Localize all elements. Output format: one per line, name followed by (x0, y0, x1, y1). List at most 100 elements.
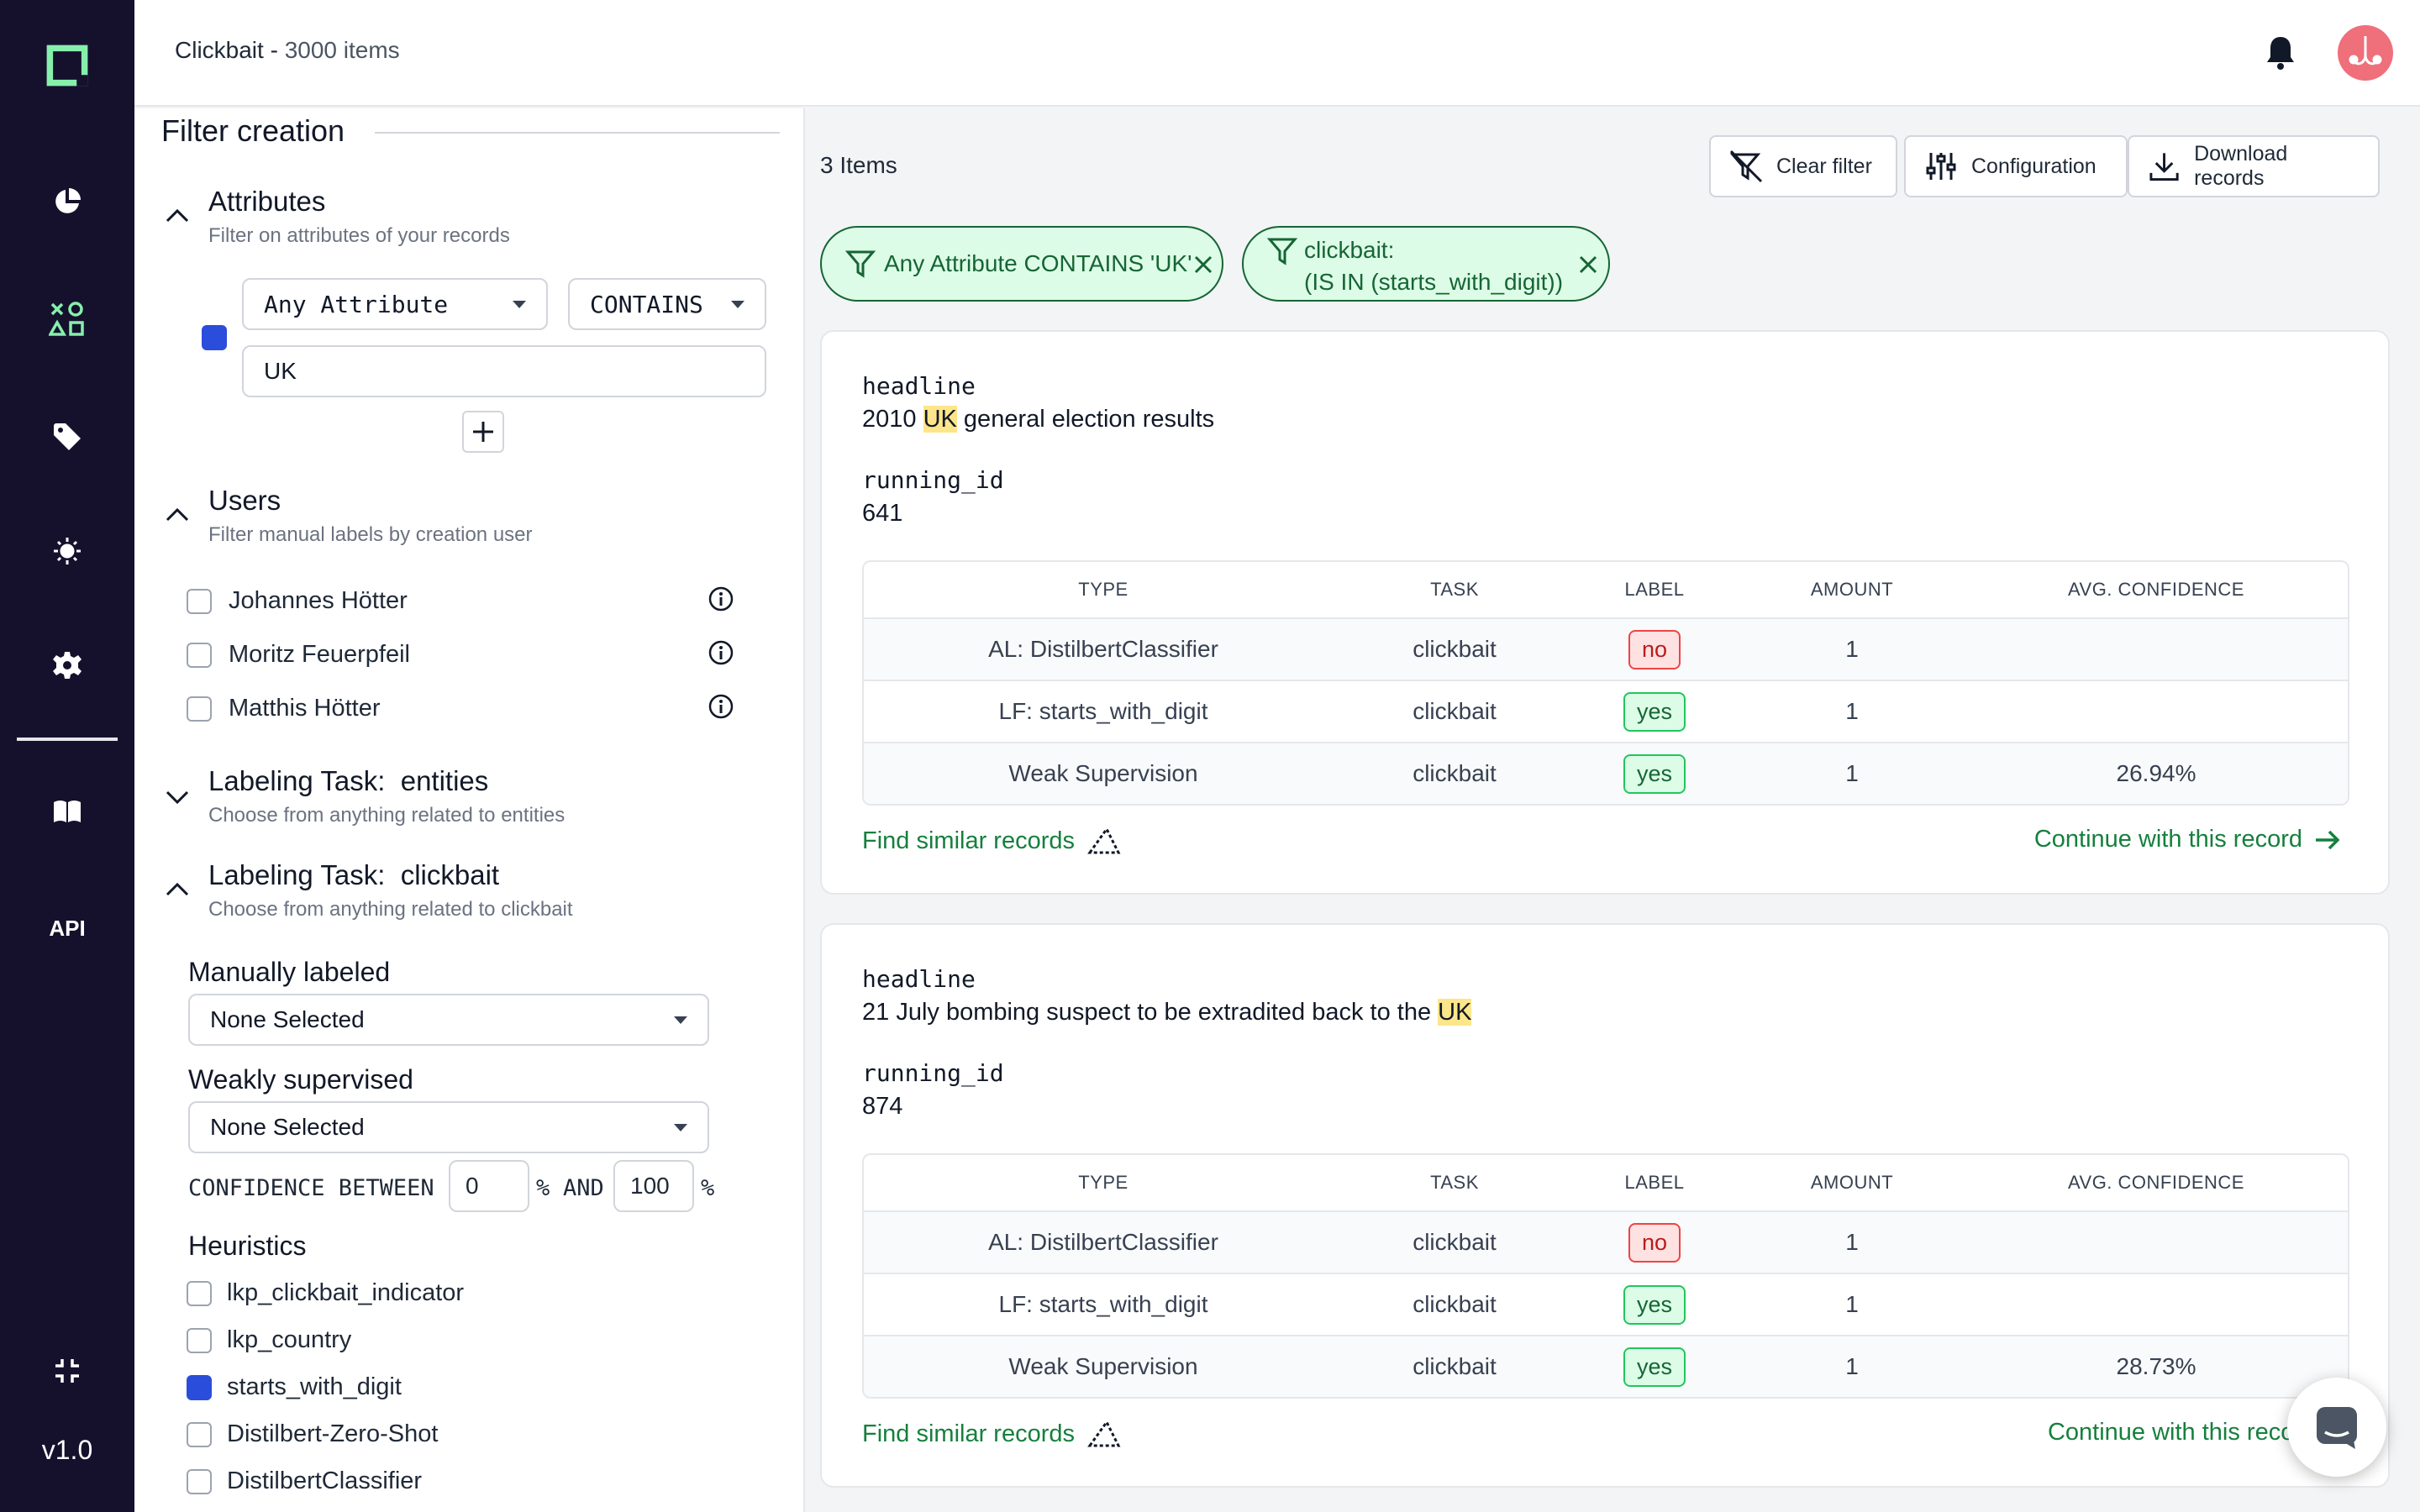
configuration-button[interactable]: Configuration (1904, 135, 2128, 197)
row-amount: 1 (1845, 1229, 1859, 1255)
attribute-value-input[interactable]: UK (242, 345, 766, 397)
task-entities-title[interactable]: Labeling Task: entities (208, 765, 489, 796)
users-section-subtitle: Filter manual labels by creation user (208, 523, 533, 546)
project-item-count: 3000 items (284, 37, 400, 63)
record-card: headline 2010 UK general election results… (820, 330, 2390, 895)
confidence-and: AND (563, 1175, 604, 1201)
table-row: LF: starts_with_digit clickbait yes 1 (864, 1273, 2348, 1335)
avatar-icon[interactable] (2338, 25, 2393, 81)
row-amount: 1 (1845, 1353, 1859, 1379)
table-row: Weak Supervision clickbait yes 1 26.94% (864, 742, 2348, 804)
pie-chart-icon[interactable] (42, 176, 92, 227)
add-filter-button[interactable] (462, 411, 504, 453)
heuristic-name: starts_with_digit (227, 1373, 402, 1400)
row-type: AL: DistilbertClassifier (988, 1229, 1218, 1255)
row-label: yes (1566, 1274, 1743, 1335)
bell-icon[interactable] (2265, 35, 2296, 75)
row-type: LF: starts_with_digit (998, 1291, 1208, 1317)
row-task: clickbait (1413, 1229, 1497, 1255)
filter-chip[interactable]: clickbait: (IS IN (starts_with_digit)) (1242, 226, 1610, 302)
label-table: TYPE TASK LABEL AMOUNT AVG. CONFIDENCE AL: Di… (862, 1153, 2349, 1399)
manually-labeled-label: Manually labeled (188, 957, 391, 987)
plus-icon (473, 422, 493, 442)
heuristic-name: Distilbert-Zero-Shot (227, 1420, 439, 1447)
running-id-value: 641 (862, 500, 903, 527)
find-similar-link[interactable]: Find similar records (862, 1419, 1122, 1449)
heuristic-checkbox[interactable] (187, 1422, 212, 1447)
chevron-up-icon[interactable] (165, 507, 190, 528)
weakly-supervised-value: None Selected (210, 1114, 365, 1140)
filter-chip[interactable]: Any Attribute CONTAINS 'UK' (820, 226, 1223, 302)
row-type: Weak Supervision (1008, 760, 1198, 786)
table-header: TYPE TASK LABEL AMOUNT AVG. CONFIDENCE (864, 1155, 2348, 1210)
user-name: Johannes Hötter (229, 587, 408, 614)
users-section-title[interactable]: Users (208, 485, 281, 516)
heuristic-checkbox[interactable] (187, 1328, 212, 1353)
row-type: Weak Supervision (1008, 1353, 1198, 1379)
api-link[interactable]: API (49, 916, 86, 941)
logo-icon[interactable] (42, 40, 92, 91)
triangle-ruler-icon (1087, 1420, 1121, 1447)
lightbulb-icon[interactable] (42, 526, 92, 576)
operator-select-value: CONTAINS (590, 290, 703, 318)
gear-icon[interactable] (42, 640, 92, 690)
heuristic-checkbox[interactable] (187, 1281, 212, 1306)
heuristic-checkbox[interactable] (187, 1375, 212, 1400)
tag-icon[interactable] (42, 412, 92, 462)
heuristic-name: lkp_clickbait_indicator (227, 1279, 465, 1306)
field-name: headline (862, 965, 976, 993)
operator-select[interactable]: CONTAINS (568, 278, 766, 330)
headline-text: 2010 (862, 406, 923, 433)
collapse-icon[interactable] (42, 1346, 92, 1396)
label-badge: yes (1623, 753, 1686, 794)
heuristic-checkbox[interactable] (187, 1469, 212, 1494)
filter-icon (845, 250, 876, 278)
attribute-select[interactable]: Any Attribute (242, 278, 548, 330)
user-checkbox[interactable] (187, 696, 212, 722)
book-icon[interactable] (42, 786, 92, 837)
label-badge: no (1628, 629, 1681, 669)
chevron-up-icon[interactable] (165, 881, 190, 902)
label-table: TYPE TASK LABEL AMOUNT AVG. CONFIDENCE AL: Di… (862, 560, 2349, 806)
download-icon (2149, 153, 2179, 181)
row-confidence (1961, 619, 2348, 680)
field-name: running_id (862, 1059, 1004, 1087)
nav-divider (17, 738, 118, 741)
header-type: TYPE (1078, 579, 1128, 600)
close-icon (1194, 255, 1213, 274)
filter-chip-text: Any Attribute CONTAINS 'UK' (884, 250, 1192, 276)
chevron-down-icon (674, 1016, 687, 1024)
manually-labeled-select[interactable]: None Selected (188, 994, 709, 1046)
chat-button[interactable] (2287, 1378, 2386, 1477)
find-similar-label: Find similar records (862, 1420, 1075, 1447)
attributes-section-title[interactable]: Attributes (208, 186, 326, 217)
row-label: yes (1566, 743, 1743, 804)
task-clickbait-title[interactable]: Labeling Task: clickbait (208, 859, 500, 890)
chevron-down-icon[interactable] (165, 789, 190, 810)
attributes-section-subtitle: Filter on attributes of your records (208, 224, 510, 247)
task-entities-subtitle: Choose from anything related to entities (208, 804, 566, 827)
chevron-down-icon (731, 300, 744, 308)
user-checkbox[interactable] (187, 643, 212, 668)
confidence-percent: % (536, 1175, 550, 1201)
shapes-icon[interactable] (42, 294, 92, 344)
info-icon[interactable] (708, 693, 734, 724)
confidence-min-value: 0 (466, 1173, 479, 1199)
user-checkbox[interactable] (187, 589, 212, 614)
info-icon[interactable] (708, 585, 734, 617)
headline-text: 21 July bombing suspect to be extradited… (862, 999, 1439, 1026)
download-records-button[interactable]: Download records (2128, 135, 2380, 197)
continue-record-link[interactable]: Continue with this record (2034, 826, 2341, 853)
info-icon[interactable] (708, 639, 734, 670)
chevron-up-icon[interactable] (165, 207, 190, 228)
confidence-max-input[interactable]: 100 (613, 1160, 694, 1212)
clear-filter-button[interactable]: Clear filter (1709, 135, 1897, 197)
header-type: TYPE (1078, 1172, 1128, 1193)
confidence-min-input[interactable]: 0 (449, 1160, 529, 1212)
find-similar-link[interactable]: Find similar records (862, 826, 1122, 856)
filter-panel: Filter creation Attributes Filter on att… (134, 108, 805, 1512)
heuristic-name: lkp_country (227, 1326, 352, 1353)
attribute-filter-color-marker (202, 325, 227, 350)
project-name: Clickbait (175, 37, 264, 63)
weakly-supervised-select[interactable]: None Selected (188, 1101, 709, 1153)
